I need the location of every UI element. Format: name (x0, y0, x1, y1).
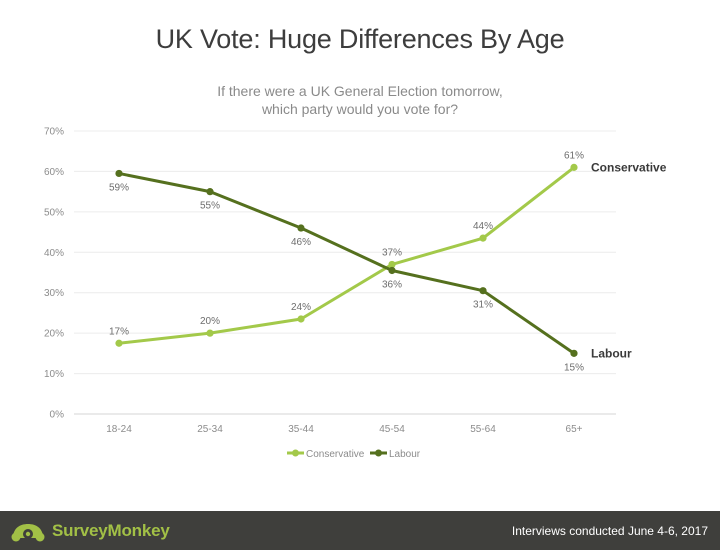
legend-label-conservative: Conservative (306, 449, 365, 460)
data-point (388, 260, 396, 269)
y-tick-label: 0% (50, 410, 65, 421)
data-point (570, 349, 578, 357)
x-tick-label: 25-34 (197, 424, 223, 435)
legend: Conservative Labour (287, 449, 421, 460)
data-label: 46% (291, 237, 311, 248)
x-tick-label: 35-44 (288, 424, 314, 435)
chart-subtitle: If there were a UK General Election tomo… (0, 82, 720, 118)
x-tick-label: 18-24 (106, 424, 132, 435)
x-axis-ticks: 18-24 25-34 35-44 45-54 55-64 65+ (106, 424, 582, 435)
x-tick-label: 45-54 (379, 424, 405, 435)
series-lines (118, 166, 575, 355)
data-label: 24% (291, 302, 311, 313)
gridlines (74, 130, 616, 415)
surveymonkey-logo[interactable]: SurveyMonkey (10, 517, 170, 545)
chart-title: UK Vote: Huge Differences By Age (155, 24, 565, 54)
y-tick-label: 70% (44, 127, 64, 138)
y-tick-label: 60% (44, 167, 64, 178)
series-line-labour (118, 171, 575, 355)
x-tick-label: 65+ (566, 424, 583, 435)
subtitle-line-1: If there were a UK General Election tomo… (217, 83, 503, 99)
data-point (206, 188, 214, 196)
subtitle-line-2: which party would you vote for? (261, 101, 459, 117)
data-point (115, 339, 123, 347)
survey-dates-note: Interviews conducted June 4-6, 2017 (511, 524, 708, 538)
y-tick-label: 10% (44, 369, 64, 380)
data-point (297, 315, 305, 323)
brand-name: SurveyMonkey (52, 521, 170, 540)
legend-marker-conservative (292, 449, 299, 457)
data-labels: 17% 20% 24% 37% 44% 61% 59% 55% 46% 36% 31% 15% (109, 150, 584, 373)
legend-label-labour: Labour (389, 449, 421, 460)
data-point (297, 224, 305, 232)
data-label: 31% (473, 300, 493, 311)
data-label: 37% (382, 247, 402, 258)
y-axis-ticks: 0% 10% 20% 30% 40% 50% 60% 70% (44, 127, 64, 421)
data-label: 55% (200, 201, 220, 212)
y-tick-label: 20% (44, 329, 64, 340)
data-label: 44% (473, 221, 493, 232)
x-tick-label: 55-64 (470, 424, 496, 435)
series-line-conservative (118, 166, 575, 345)
data-point (388, 266, 396, 275)
data-point (570, 163, 578, 171)
data-label: 59% (109, 182, 129, 193)
footer-bar: SurveyMonkey Interviews conducted June 4… (0, 511, 720, 550)
data-point (206, 329, 214, 337)
data-label: 36% (382, 279, 402, 290)
data-label: 20% (200, 316, 220, 327)
data-label: 15% (564, 362, 584, 373)
series-end-labels: Conservative Labour (591, 160, 667, 360)
data-point (479, 287, 487, 295)
y-tick-label: 40% (44, 248, 64, 259)
series-end-label-conservative: Conservative (591, 160, 667, 174)
data-label: 17% (109, 326, 129, 337)
legend-marker-labour (375, 449, 382, 457)
series-points (115, 163, 578, 357)
data-point (115, 169, 123, 178)
line-chart: 0% 10% 20% 30% 40% 50% 60% 70% 18-24 25-34 35-44 4… (44, 127, 667, 461)
y-tick-label: 30% (44, 288, 64, 299)
series-end-label-labour: Labour (591, 346, 632, 360)
monkey-icon (11, 524, 45, 542)
data-label: 61% (564, 150, 584, 161)
y-tick-label: 50% (44, 207, 64, 218)
data-point (479, 234, 487, 242)
